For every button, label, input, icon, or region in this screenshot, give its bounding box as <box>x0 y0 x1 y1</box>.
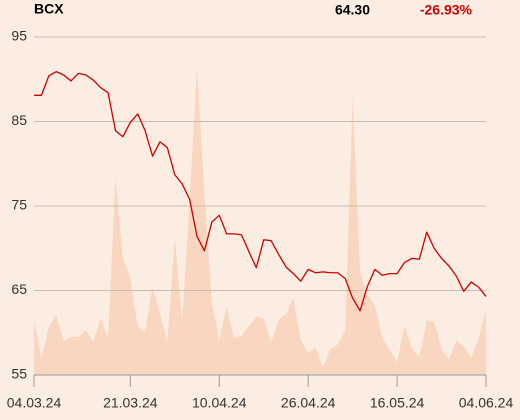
x-tick-label: 26.04.24 <box>281 395 336 411</box>
x-tick-label: 04.06.24 <box>459 395 514 411</box>
x-tick-label: 21.03.24 <box>103 395 158 411</box>
y-tick-label: 55 <box>11 366 27 382</box>
price-change: -26.93% <box>420 2 473 18</box>
price-line <box>34 70 487 312</box>
x-tick-label: 10.04.24 <box>192 395 247 411</box>
y-tick-label: 75 <box>11 197 27 213</box>
x-tick-label: 04.03.24 <box>7 395 62 411</box>
last-price: 64.30 <box>335 2 370 18</box>
chart-title: BCX <box>34 1 64 17</box>
volume-area <box>34 67 486 376</box>
x-tick-label: 16.05.24 <box>370 395 425 411</box>
y-tick-label: 85 <box>11 112 27 128</box>
y-tick-label: 95 <box>11 28 27 44</box>
y-tick-label: 65 <box>11 281 27 297</box>
